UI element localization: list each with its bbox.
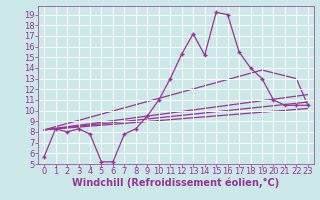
X-axis label: Windchill (Refroidissement éolien,°C): Windchill (Refroidissement éolien,°C) [72, 178, 280, 188]
